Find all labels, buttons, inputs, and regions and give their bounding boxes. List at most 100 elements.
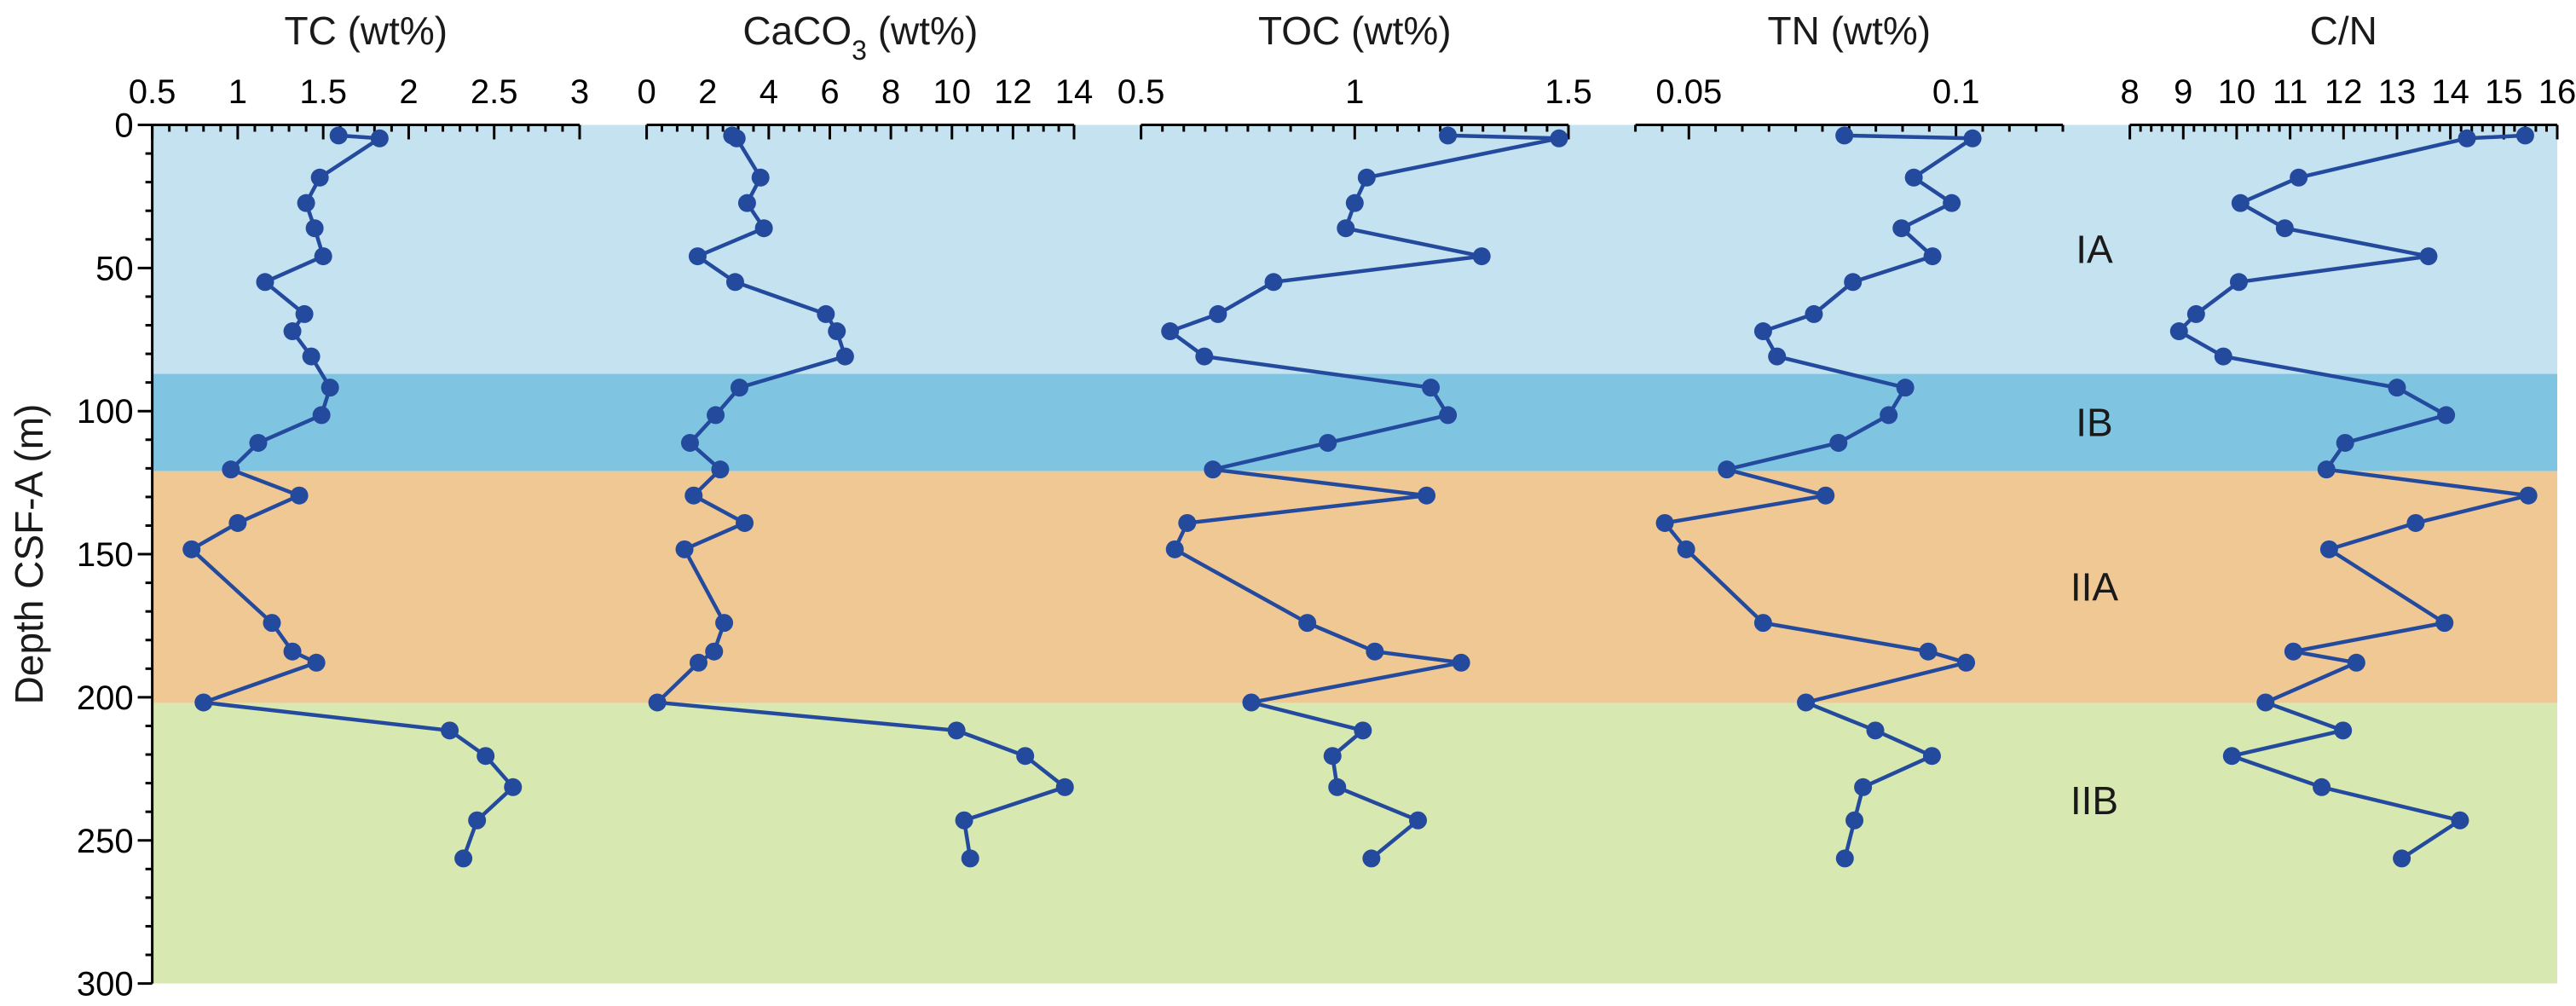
panel-title-main: TC (wt%) xyxy=(284,9,448,53)
data-point xyxy=(2437,406,2456,425)
data-point xyxy=(1016,747,1035,766)
data-point xyxy=(711,460,730,479)
x-tick-label: 0 xyxy=(637,73,656,111)
y-tick-label: 250 xyxy=(77,823,134,860)
y-tick-label: 50 xyxy=(95,250,134,287)
data-point xyxy=(2256,693,2275,712)
data-point xyxy=(2222,747,2241,766)
data-point xyxy=(751,168,770,187)
data-point xyxy=(2515,126,2534,145)
data-point xyxy=(1298,614,1317,633)
data-point xyxy=(688,247,707,266)
data-point xyxy=(689,653,708,672)
data-point xyxy=(1209,304,1227,323)
data-point xyxy=(504,778,523,796)
data-point xyxy=(1829,433,1848,452)
data-point xyxy=(2231,194,2250,212)
data-point xyxy=(1923,247,1942,266)
data-point xyxy=(817,304,835,323)
x-tick-label: 1.5 xyxy=(1545,73,1592,111)
data-point xyxy=(736,513,754,532)
data-point xyxy=(1866,721,1885,740)
y-tick-label: 200 xyxy=(77,679,134,717)
panel-0: TC (wt%) 0.5 1 1.5 2 2.5 3 xyxy=(129,9,589,868)
data-point xyxy=(297,194,315,212)
x-tick-label: 3 xyxy=(570,73,589,111)
x-tick-label: 2 xyxy=(399,73,418,111)
data-point xyxy=(1844,273,1863,292)
depth-axis: 0 50 100 150 200 250 300 xyxy=(77,107,154,1003)
data-point xyxy=(2419,247,2438,266)
y-tick-label: 150 xyxy=(77,536,134,574)
panel-title: TOC (wt%) xyxy=(1258,9,1452,53)
data-point xyxy=(1452,653,1470,672)
data-point xyxy=(828,322,846,341)
y-tick-label: 0 xyxy=(114,107,133,145)
x-tick-label: 12 xyxy=(2325,73,2363,111)
data-point xyxy=(1055,778,1074,796)
data-point xyxy=(727,129,746,147)
data-point xyxy=(725,273,744,292)
data-point xyxy=(477,747,495,766)
x-tick-label: 4 xyxy=(760,73,778,111)
x-tick-label: 10 xyxy=(2218,73,2256,111)
data-point xyxy=(182,540,201,558)
data-point xyxy=(1922,747,1941,766)
data-point xyxy=(222,460,240,479)
data-point xyxy=(1854,778,1873,796)
data-point xyxy=(302,347,321,366)
data-point xyxy=(1919,642,1938,661)
panel-title-main: TOC (wt%) xyxy=(1258,9,1452,53)
data-point xyxy=(468,811,487,830)
x-tick-label: 1 xyxy=(228,73,247,111)
panel-title-main: C/N xyxy=(2310,9,2377,53)
data-point xyxy=(754,219,773,238)
x-tick-label: 9 xyxy=(2174,73,2192,111)
data-point xyxy=(1204,460,1222,479)
data-point xyxy=(1963,129,1982,147)
data-point xyxy=(1550,129,1568,147)
data-point xyxy=(314,247,332,266)
data-point xyxy=(961,849,979,868)
data-point xyxy=(2393,849,2411,868)
panel-2: TOC (wt%) 0.5 1 1.5 xyxy=(1118,9,1592,868)
data-point xyxy=(1943,194,1961,212)
x-tick-label: 10 xyxy=(933,73,971,111)
data-point xyxy=(454,849,473,868)
data-point xyxy=(1165,540,1184,558)
zone-label: IIA xyxy=(2071,565,2119,610)
data-point xyxy=(1362,849,1381,868)
series-line xyxy=(1168,133,1562,860)
x-tick-label: 1 xyxy=(1345,73,1364,111)
x-tick-label: 2 xyxy=(698,73,717,111)
data-point xyxy=(2319,540,2338,558)
data-point xyxy=(2334,721,2353,740)
data-point xyxy=(312,406,331,425)
data-point xyxy=(1439,126,1458,145)
data-point xyxy=(2406,513,2425,532)
data-point xyxy=(2347,653,2365,672)
data-point xyxy=(2388,379,2406,397)
x-tick-label: 16 xyxy=(2538,73,2576,111)
data-point xyxy=(675,540,694,558)
data-point xyxy=(321,379,339,397)
data-point xyxy=(1892,219,1911,238)
data-point xyxy=(1337,219,1355,238)
data-point xyxy=(1797,693,1816,712)
data-point xyxy=(1161,322,1180,341)
zone-band-iia xyxy=(152,471,2557,703)
data-point xyxy=(441,721,459,740)
zone-label: IIB xyxy=(2071,778,2118,823)
data-point xyxy=(1323,747,1342,766)
x-tick-label: 1.5 xyxy=(299,73,347,111)
data-point xyxy=(2290,168,2308,187)
data-point xyxy=(1753,322,1772,341)
x-tick-label: 13 xyxy=(2378,73,2417,111)
data-point xyxy=(1805,304,1823,323)
data-point xyxy=(2458,129,2476,147)
data-point xyxy=(715,614,734,633)
x-tick-label: 6 xyxy=(820,73,839,111)
panel-title-unit: (wt%) xyxy=(867,9,978,53)
data-point xyxy=(2186,304,2205,323)
